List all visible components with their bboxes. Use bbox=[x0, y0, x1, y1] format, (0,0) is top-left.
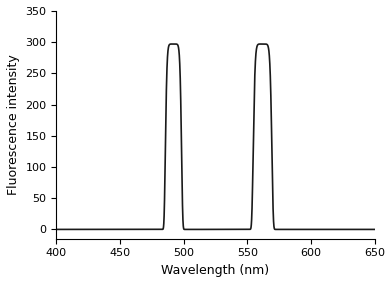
Y-axis label: Fluorescence intensity: Fluorescence intensity bbox=[7, 55, 20, 195]
X-axis label: Wavelength (nm): Wavelength (nm) bbox=[162, 264, 270, 277]
